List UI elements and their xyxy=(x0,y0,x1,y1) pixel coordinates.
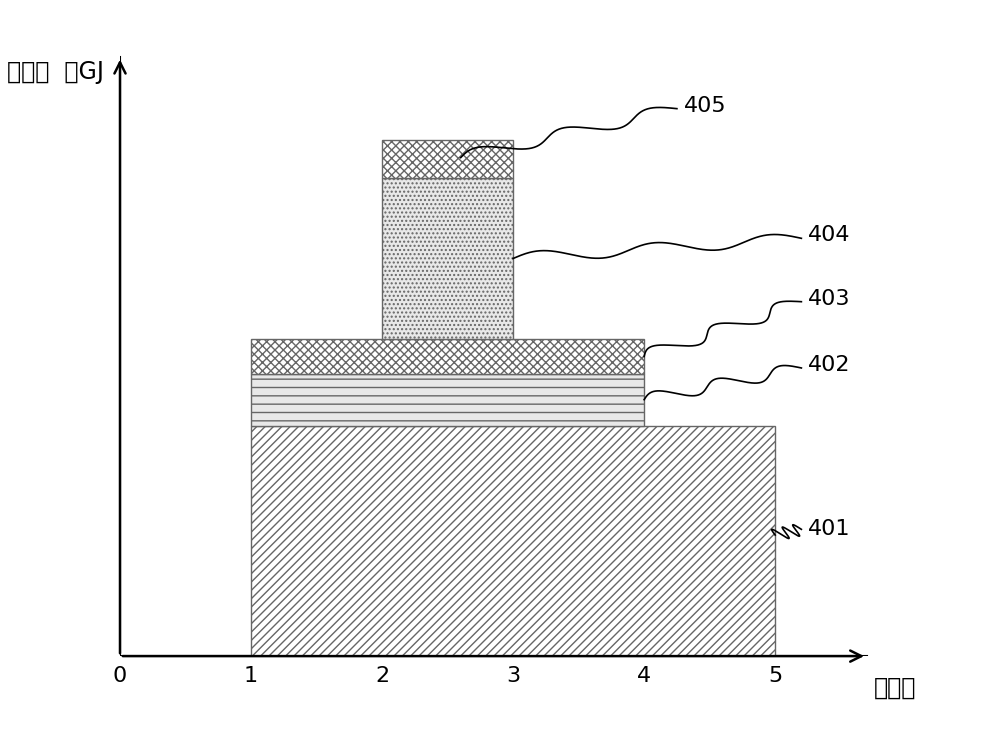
Text: 404: 404 xyxy=(808,225,850,246)
Text: 405: 405 xyxy=(683,95,726,116)
Bar xyxy=(251,426,775,656)
Text: 403: 403 xyxy=(808,289,850,309)
Bar xyxy=(251,374,644,426)
Bar xyxy=(382,178,513,339)
Bar xyxy=(251,339,644,374)
Text: 402: 402 xyxy=(808,355,850,375)
Text: 供热期: 供热期 xyxy=(873,676,916,700)
Text: 401: 401 xyxy=(808,519,850,539)
Bar xyxy=(382,141,513,178)
Text: 供热量  万GJ: 供热量 万GJ xyxy=(7,60,104,84)
